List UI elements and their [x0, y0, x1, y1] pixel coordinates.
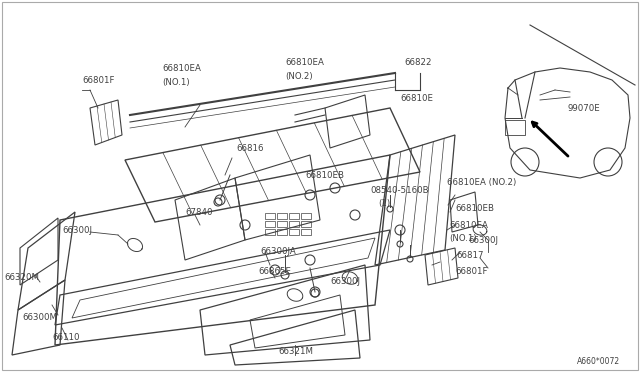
- Bar: [277, 229, 287, 235]
- Bar: [277, 221, 287, 227]
- Text: 99070E: 99070E: [568, 103, 601, 112]
- Text: 66810EA: 66810EA: [162, 64, 201, 73]
- Text: 66300J: 66300J: [62, 225, 92, 234]
- Bar: [301, 221, 311, 227]
- Text: (NO.1): (NO.1): [162, 77, 189, 87]
- Text: 66810E: 66810E: [400, 93, 433, 103]
- Text: 66320M: 66320M: [4, 273, 39, 282]
- Text: (NO.2): (NO.2): [285, 71, 312, 80]
- Text: 66816: 66816: [236, 144, 264, 153]
- Text: 66810EA: 66810EA: [285, 58, 324, 67]
- Text: 08540-5160B: 08540-5160B: [370, 186, 429, 195]
- Text: (1): (1): [378, 199, 390, 208]
- Bar: [301, 213, 311, 219]
- Text: 67840: 67840: [185, 208, 212, 217]
- Bar: [265, 213, 275, 219]
- Bar: [301, 229, 311, 235]
- Bar: [289, 213, 299, 219]
- Text: 66865E: 66865E: [258, 267, 291, 276]
- Bar: [277, 213, 287, 219]
- Text: 66817: 66817: [456, 250, 483, 260]
- Text: 66300J: 66300J: [330, 278, 360, 286]
- Text: 66300M: 66300M: [22, 314, 57, 323]
- Bar: [289, 229, 299, 235]
- Text: 66300JA: 66300JA: [260, 247, 296, 257]
- Text: 66110: 66110: [52, 334, 79, 343]
- Text: 66801F: 66801F: [455, 267, 488, 276]
- Bar: [505, 120, 525, 135]
- Text: 66810EA: 66810EA: [449, 221, 488, 230]
- Bar: [265, 229, 275, 235]
- Text: A660*0072: A660*0072: [577, 357, 620, 366]
- Text: (NO.1): (NO.1): [449, 234, 477, 243]
- Bar: [265, 221, 275, 227]
- Bar: [289, 221, 299, 227]
- Text: 66801F: 66801F: [82, 76, 115, 84]
- Text: 66822: 66822: [404, 58, 431, 67]
- Text: 66321M: 66321M: [278, 347, 313, 356]
- Text: 66810EA (NO.2): 66810EA (NO.2): [447, 177, 516, 186]
- Text: 66810EB: 66810EB: [305, 170, 344, 180]
- Text: 66810EB: 66810EB: [455, 203, 494, 212]
- Text: 66300J: 66300J: [468, 235, 498, 244]
